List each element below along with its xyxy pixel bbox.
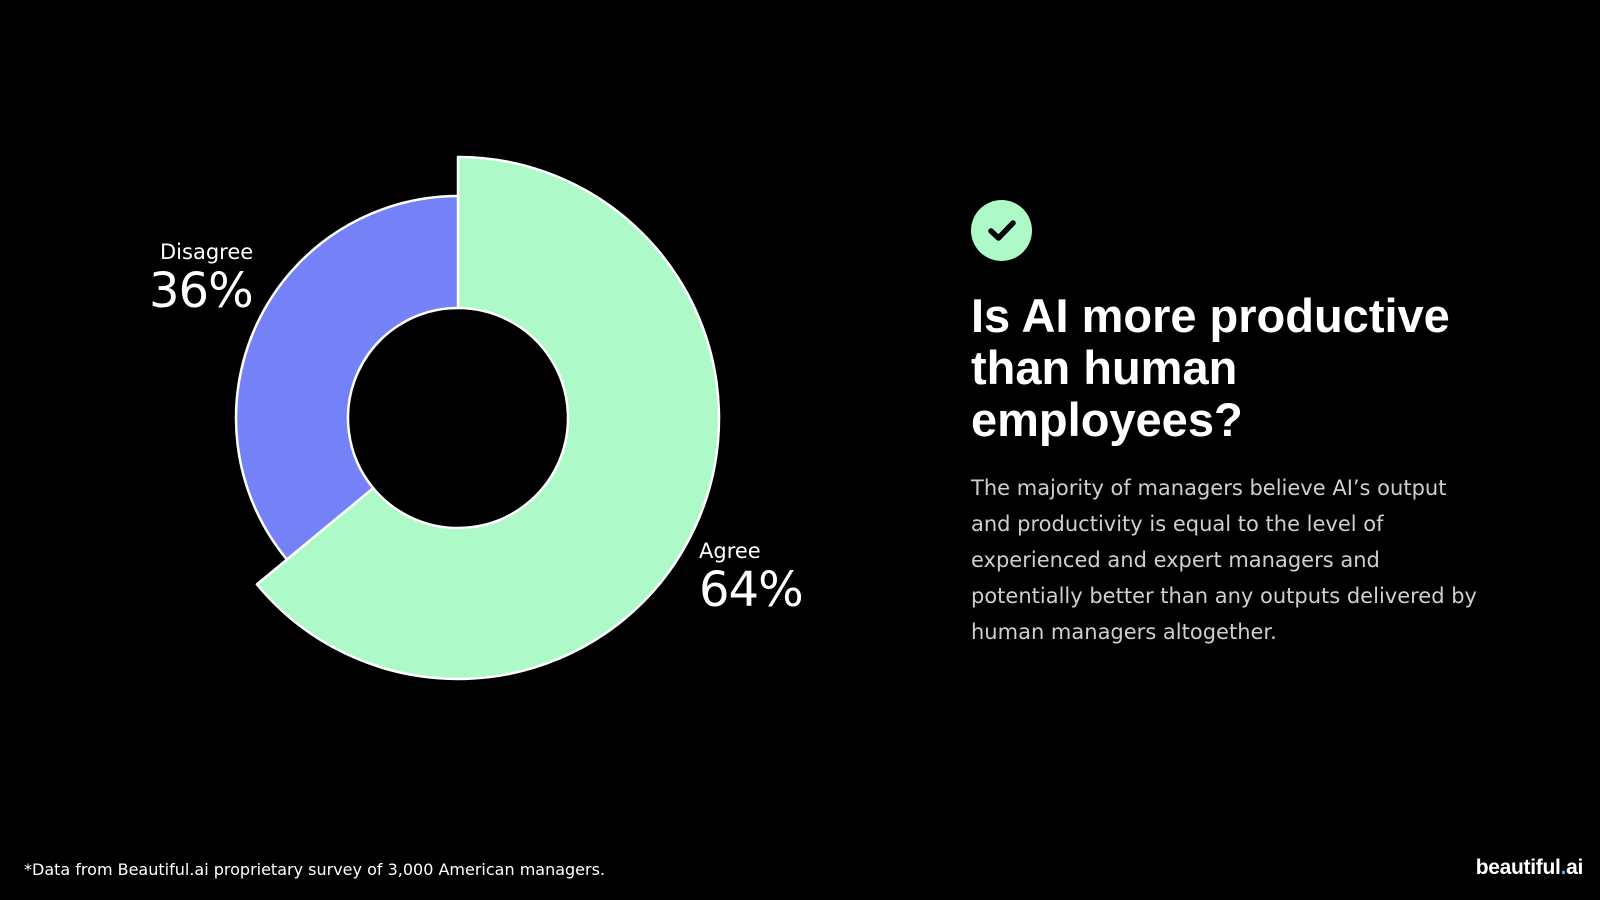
slice-agree bbox=[255, 155, 721, 681]
body-text: The majority of managers believe AI’s ou… bbox=[971, 476, 1477, 644]
page-title: Is AI more productive than human employe… bbox=[971, 289, 1450, 446]
slice-disagree bbox=[234, 194, 460, 561]
agree-label-name: Agree bbox=[699, 539, 761, 563]
agree-label-value: 64% bbox=[699, 562, 804, 618]
disagree-label-name: Disagree bbox=[160, 240, 254, 264]
agree-label: Agree 64% bbox=[699, 539, 804, 618]
disagree-label-value: 36% bbox=[149, 263, 254, 319]
disagree-label: Disagree 36% bbox=[149, 240, 254, 319]
checkmark-icon bbox=[987, 219, 1016, 241]
checkmark-badge bbox=[971, 200, 1032, 261]
footnote: *Data from Beautiful.ai proprietary surv… bbox=[24, 860, 606, 879]
brand-logo: beautiful.ai bbox=[1475, 856, 1584, 879]
